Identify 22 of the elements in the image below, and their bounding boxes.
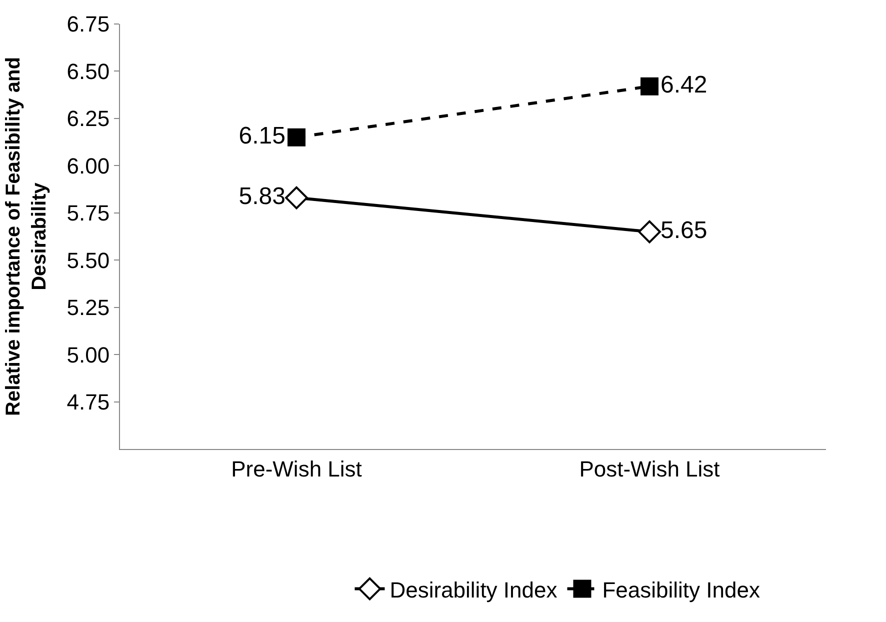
y-tick-label: 5.50 [66, 248, 110, 273]
point [640, 77, 658, 96]
y-tick-label: 4.75 [66, 389, 110, 414]
point [285, 186, 308, 210]
point [288, 128, 306, 146]
y-tick-label: 6.75 [66, 12, 110, 37]
y-tick-label: 5.25 [66, 295, 110, 320]
x-tick-label: Pre-Wish List [231, 456, 362, 482]
data-label: 5.83 [238, 182, 286, 210]
data-label: 6.42 [660, 71, 708, 98]
y-tick-label: 5.75 [66, 200, 110, 226]
y-tick-label: 6.25 [66, 106, 110, 132]
data-label: 5.65 [660, 216, 708, 244]
legend-label: Feasibility Index [602, 577, 760, 602]
y-tick-label: 6.00 [66, 153, 110, 178]
x-tick-label: Post-Wish List [579, 456, 720, 482]
legend-label: Desirability Index [390, 577, 558, 602]
data-label: 6.15 [238, 122, 286, 150]
y-tick-label: 6.50 [66, 58, 110, 84]
y-tick-label: 5.00 [66, 342, 110, 368]
point [638, 220, 661, 244]
y-axis-title: Relative importance of Feasibility and Desirability [2, 57, 50, 416]
